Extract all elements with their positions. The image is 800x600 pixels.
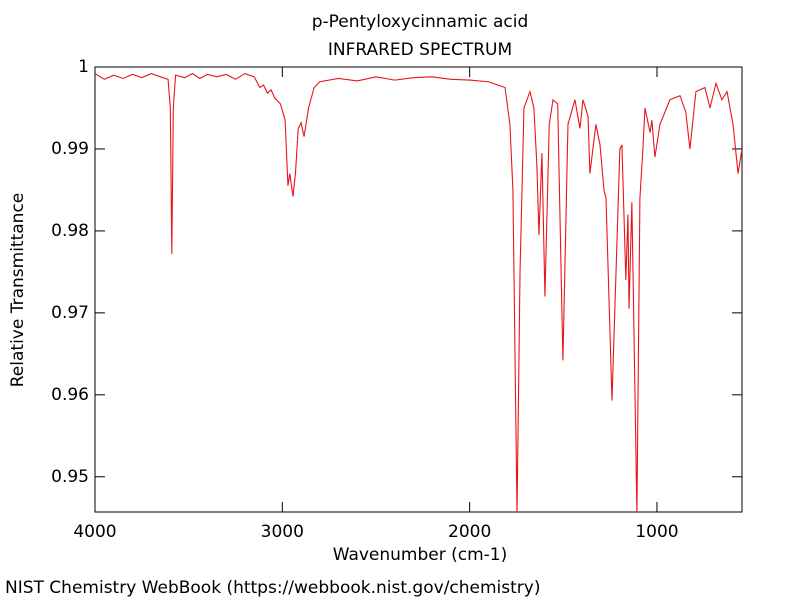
chart-title: p-Pentyloxycinnamic acid	[312, 12, 529, 32]
x-tick-label: 3000	[261, 522, 304, 542]
y-tick-label: 0.98	[51, 221, 89, 241]
spectrum-line	[95, 72, 742, 512]
y-tick-label: 0.96	[51, 385, 89, 405]
x-tick-label: 1000	[635, 522, 678, 542]
footer: NIST Chemistry WebBook (https://webbook.…	[5, 578, 540, 598]
plot-frame	[94, 66, 743, 513]
x-tick-label: 4000	[73, 522, 116, 542]
y-tick-label: 0.95	[51, 467, 89, 487]
y-tick-label: 1	[78, 57, 89, 77]
chart-subtitle: INFRARED SPECTRUM	[328, 40, 512, 60]
x-tick-label: 2000	[448, 522, 491, 542]
y-axis-label: Relative Transmittance	[8, 193, 28, 388]
x-axis-label: Wavenumber (cm-1)	[333, 545, 508, 565]
y-tick-label: 0.99	[51, 139, 89, 159]
y-tick-label: 0.97	[51, 303, 89, 323]
